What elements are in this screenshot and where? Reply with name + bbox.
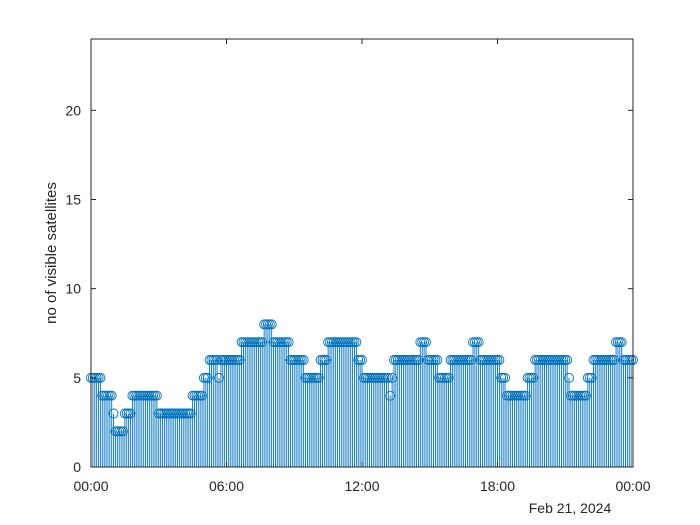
stem-marker xyxy=(108,408,119,419)
x-tick-label: 18:00 xyxy=(480,478,515,494)
stem-marker xyxy=(443,372,454,383)
stem-marker xyxy=(432,355,443,365)
y-tick-label: 5 xyxy=(73,370,81,386)
stem-marker xyxy=(586,372,597,383)
y-tick-label: 10 xyxy=(65,281,81,297)
stem-marker xyxy=(520,390,531,401)
x-tick-label: 00:00 xyxy=(615,478,650,494)
stem-marker xyxy=(387,372,398,383)
stem-marker xyxy=(385,390,396,401)
y-tick-label: 20 xyxy=(65,102,81,118)
stem-marker xyxy=(473,337,484,348)
stem-marker xyxy=(581,390,591,401)
stem-marker xyxy=(125,408,136,419)
stem-marker xyxy=(351,337,362,348)
stem-marker xyxy=(298,355,309,365)
stem-marker xyxy=(494,355,505,365)
stem-marker xyxy=(185,408,196,419)
date-label: Feb 21, 2024 xyxy=(529,500,612,516)
y-axis: 0 5 10 15 20 xyxy=(65,102,633,475)
stem-marker xyxy=(357,355,367,365)
stem-marker xyxy=(564,372,574,383)
stem-marker xyxy=(313,372,324,383)
stem-marker xyxy=(202,372,213,383)
stem-marker xyxy=(118,426,128,437)
stem-marker xyxy=(383,372,394,383)
y-tick-label: 0 xyxy=(73,459,81,475)
x-tick-label: 00:00 xyxy=(73,478,108,494)
stem-series xyxy=(86,319,638,467)
x-axis: 00:00 06:00 12:00 18:00 00:00 xyxy=(73,39,651,494)
stem-marker xyxy=(500,372,510,383)
stem-marker xyxy=(106,390,117,401)
x-tick-label: 06:00 xyxy=(209,478,244,494)
stem-marker xyxy=(151,390,162,401)
y-tick-label: 15 xyxy=(65,192,81,208)
stem-marker xyxy=(283,337,294,348)
stem-marker xyxy=(266,319,277,330)
stem-marker xyxy=(257,337,268,348)
stem-marker xyxy=(528,372,539,383)
stem-marker xyxy=(562,355,573,365)
stem-marker xyxy=(321,355,332,365)
x-tick-label: 12:00 xyxy=(344,478,379,494)
stem-marker xyxy=(234,355,245,365)
stem-marker xyxy=(197,390,207,401)
y-axis-label: no of visible satellites xyxy=(43,182,60,324)
stem-marker xyxy=(421,337,431,348)
stem-marker xyxy=(214,372,224,383)
stem-marker xyxy=(616,337,627,348)
